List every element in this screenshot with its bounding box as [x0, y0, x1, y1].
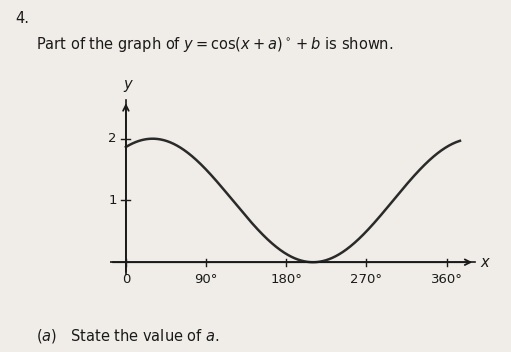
Text: 180°: 180° — [270, 273, 302, 286]
Text: $y$: $y$ — [123, 78, 134, 94]
Text: 270°: 270° — [351, 273, 382, 286]
Text: 2: 2 — [108, 132, 117, 145]
Text: 1: 1 — [108, 194, 117, 207]
Text: $x$: $x$ — [479, 255, 491, 270]
Text: 0: 0 — [122, 273, 130, 286]
Text: 90°: 90° — [194, 273, 218, 286]
Text: 4.: 4. — [15, 11, 29, 26]
Text: Part of the graph of $y = \cos(x+a)^\circ+b$ is shown.: Part of the graph of $y = \cos(x+a)^\cir… — [36, 35, 393, 54]
Text: 360°: 360° — [431, 273, 462, 286]
Text: $(a)$   State the value of $a$.: $(a)$ State the value of $a$. — [36, 327, 220, 345]
